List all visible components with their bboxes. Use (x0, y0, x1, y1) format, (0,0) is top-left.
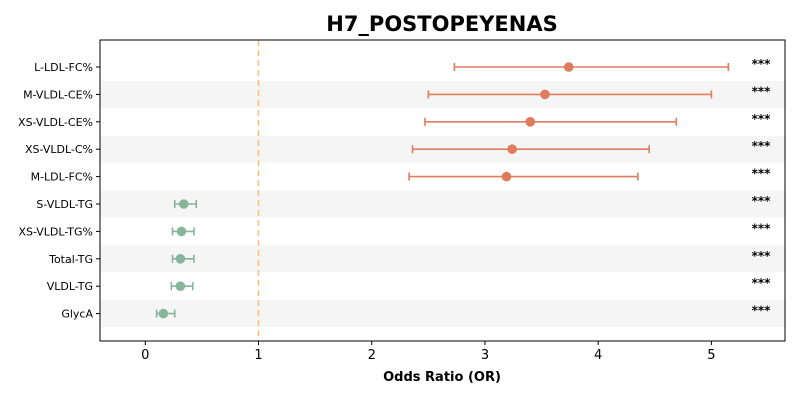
or-point (564, 62, 574, 72)
significance-label: *** (752, 276, 772, 290)
x-axis-label: Odds Ratio (OR) (383, 370, 501, 385)
or-point (176, 254, 186, 264)
or-point (176, 281, 186, 291)
x-tick-label: 2 (368, 348, 376, 363)
or-point (525, 117, 535, 127)
y-tick-label: L-LDL-FC% (34, 61, 93, 74)
y-tick-label: XS-VLDL-C% (25, 143, 93, 156)
significance-label: *** (752, 304, 772, 318)
x-tick-label: 3 (481, 348, 489, 363)
x-tick-label: 1 (254, 348, 262, 363)
y-tick-label: S-VLDL-TG (36, 198, 93, 211)
row-band (100, 191, 785, 218)
significance-label: *** (752, 167, 772, 181)
or-point (507, 144, 517, 154)
row-band (100, 300, 785, 327)
or-point (177, 227, 187, 237)
or-point (179, 199, 189, 209)
significance-label: *** (752, 249, 772, 263)
or-point (502, 172, 512, 182)
significance-label: *** (752, 221, 772, 235)
significance-label: *** (752, 194, 772, 208)
significance-label: *** (752, 112, 772, 126)
y-tick-label: Total-TG (48, 253, 93, 266)
significance-label: *** (752, 84, 772, 98)
x-tick-label: 0 (141, 348, 149, 363)
y-tick-label: M-VLDL-CE% (23, 88, 93, 101)
significance-label: *** (752, 57, 772, 71)
y-axis-labels: L-LDL-FC% M-VLDL-CE% XS-VLDL-CE% XS-VLDL-C%… (18, 61, 100, 321)
y-tick-label: M-LDL-FC% (31, 171, 93, 184)
x-axis: 0 1 2 3 4 5 (141, 341, 715, 363)
y-tick-label: XS-VLDL-CE% (18, 116, 93, 129)
row-band (100, 245, 785, 272)
or-point (540, 90, 550, 100)
significance-label: *** (752, 139, 772, 153)
chart-title: H7_POSTOPEYENAS (326, 12, 557, 36)
row-bands (100, 81, 785, 327)
x-tick-label: 4 (594, 348, 602, 363)
y-tick-label: VLDL-TG (47, 280, 93, 293)
y-tick-label: GlycA (61, 308, 93, 321)
x-tick-label: 5 (707, 348, 715, 363)
or-point (159, 309, 169, 319)
y-tick-label: XS-VLDL-TG% (18, 225, 93, 238)
